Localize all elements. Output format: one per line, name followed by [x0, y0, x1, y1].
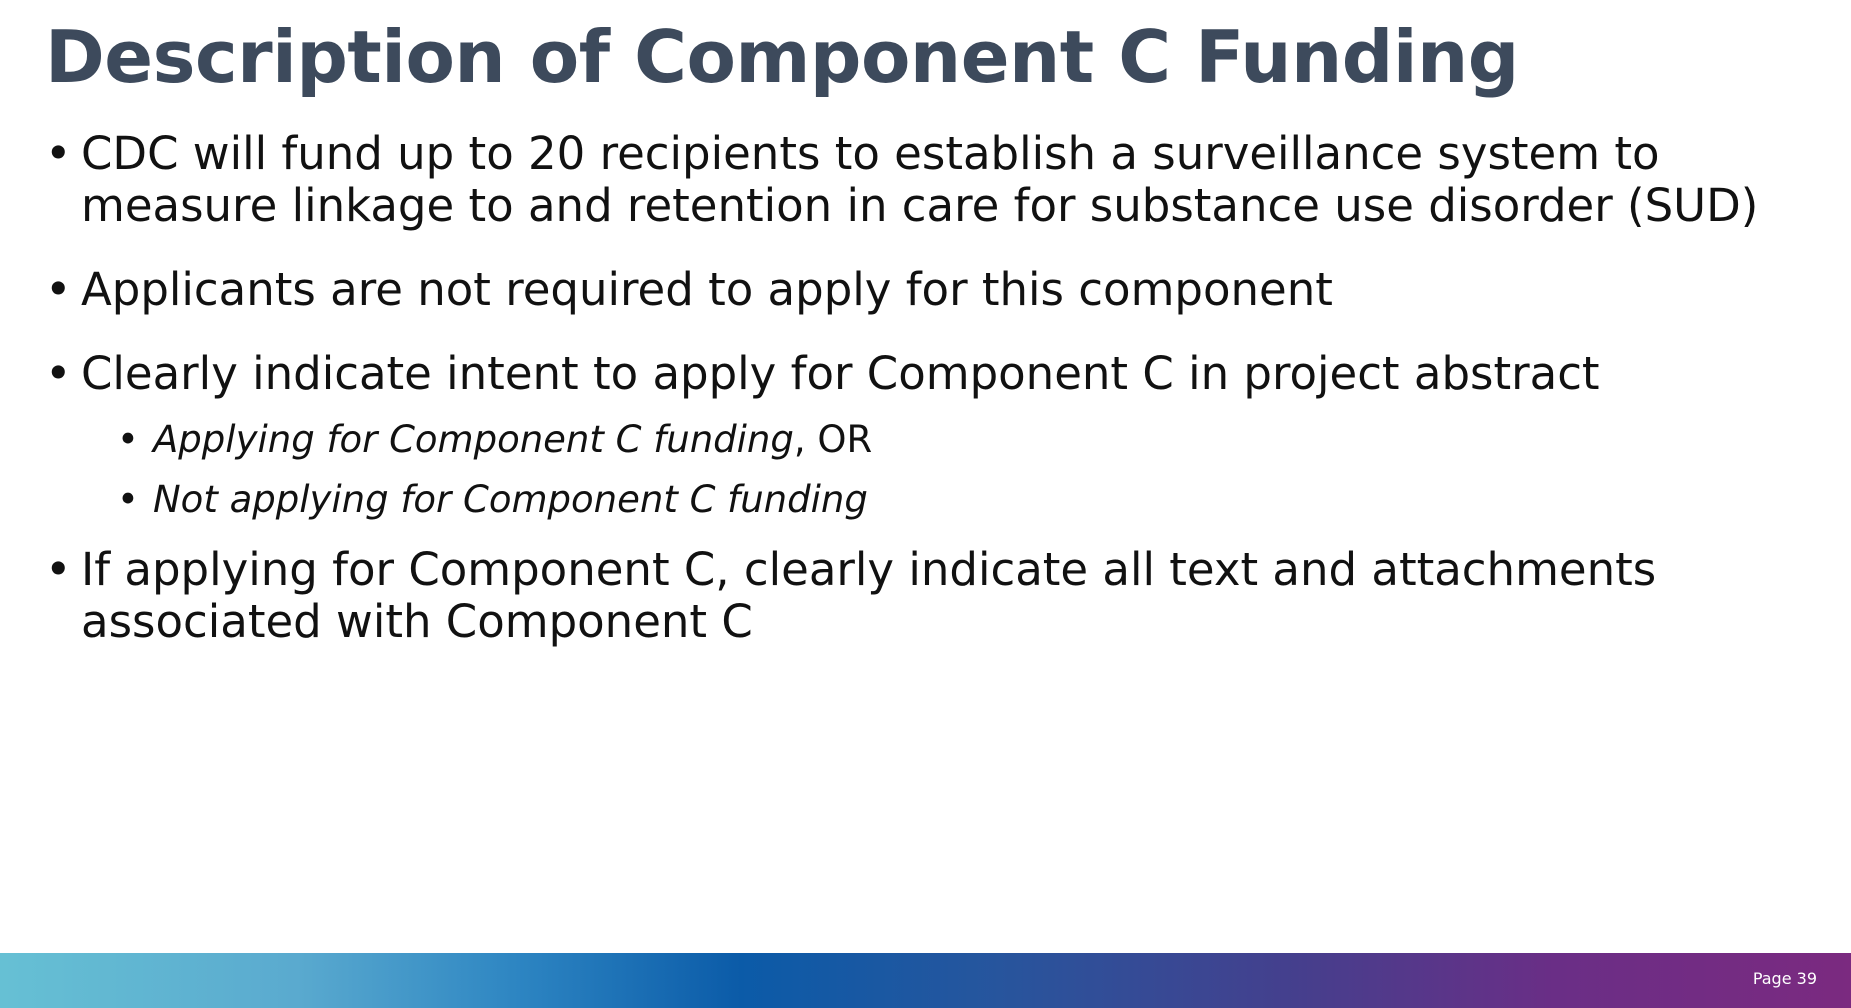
sub-bullet-italic-text: Applying for Component C funding: [153, 418, 794, 461]
footer-gradient-bar: Page 39: [0, 953, 1851, 1008]
sub-bullet-rest-text: , OR: [793, 418, 873, 461]
sub-bullet-item: Applying for Component C funding, OR: [117, 410, 1805, 470]
bullet-item: Clearly indicate intent to apply for Com…: [45, 348, 1805, 401]
slide-content: CDC will fund up to 20 recipients to est…: [45, 128, 1805, 648]
sub-bullet-italic-text: Not applying for Component C funding: [153, 478, 868, 521]
page-number: Page 39: [1752, 969, 1817, 988]
bullet-item: Applicants are not required to apply for…: [45, 264, 1805, 317]
sub-bullet-item: Not applying for Component C funding: [117, 470, 1805, 530]
bullet-item: CDC will fund up to 20 recipients to est…: [45, 128, 1805, 232]
bullet-item: If applying for Component C, clearly ind…: [45, 544, 1805, 648]
slide-title: Description of Component C Funding: [45, 15, 1519, 99]
